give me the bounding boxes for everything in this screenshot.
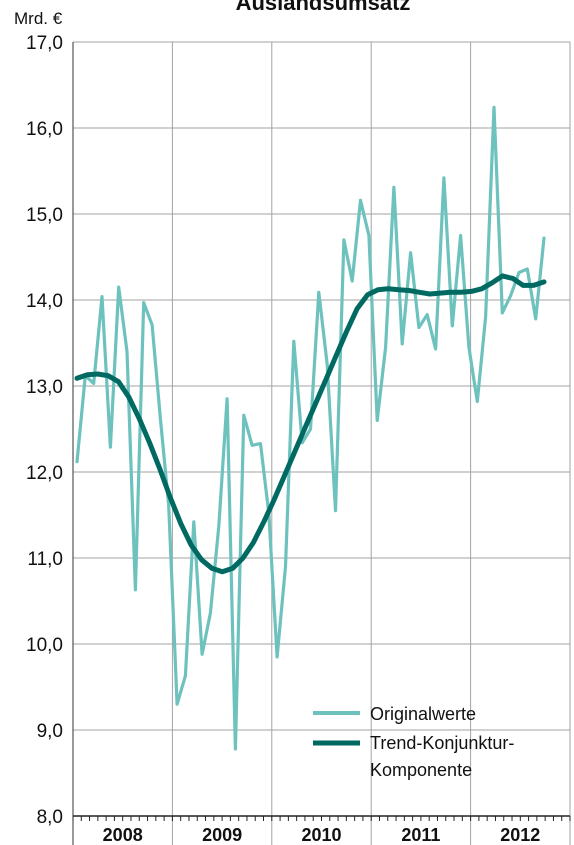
- legend: Originalwerte Trend-Konjunktur- Komponen…: [313, 704, 514, 780]
- series-layer: [74, 105, 547, 751]
- y-tick-label: 8,0: [37, 807, 63, 828]
- x-category-label: 2009: [202, 825, 242, 845]
- y-tick-label: 15,0: [26, 205, 63, 226]
- x-category-label: 2012: [500, 825, 540, 845]
- y-tick-label: 17,0: [26, 33, 63, 54]
- x-category-label: 2008: [103, 825, 143, 845]
- y-tick-label: 10,0: [26, 635, 63, 656]
- y-tick-label: 16,0: [26, 119, 63, 140]
- chart-title: Auslandsumsatz: [236, 0, 411, 15]
- series-originalwerte-line: [75, 105, 546, 751]
- series-trend-konjunktur-line: [74, 273, 547, 575]
- y-tick-label: 11,0: [27, 549, 63, 570]
- x-category-label: 2011: [401, 825, 440, 845]
- y-axis-unit: Mrd. €: [14, 9, 63, 28]
- legend-trend-label-line1: Trend-Konjunktur-: [370, 733, 514, 753]
- x-category-labels: 2008 2009 2010 2011 2012: [103, 825, 541, 845]
- y-tick-label: 12,0: [26, 463, 63, 484]
- legend-trend-label-line2: Komponente: [370, 760, 472, 780]
- y-tick-label: 9,0: [37, 721, 63, 742]
- y-tick-labels: 8,0 9,0 10,0 11,0 12,0 13,0 14,0 15,0 16,0 17,0: [26, 33, 63, 828]
- y-tick-label: 14,0: [26, 291, 63, 312]
- grid: [72, 41, 571, 845]
- y-tick-label: 13,0: [26, 377, 63, 398]
- legend-original-label: Originalwerte: [370, 704, 476, 724]
- x-category-label: 2010: [301, 825, 341, 845]
